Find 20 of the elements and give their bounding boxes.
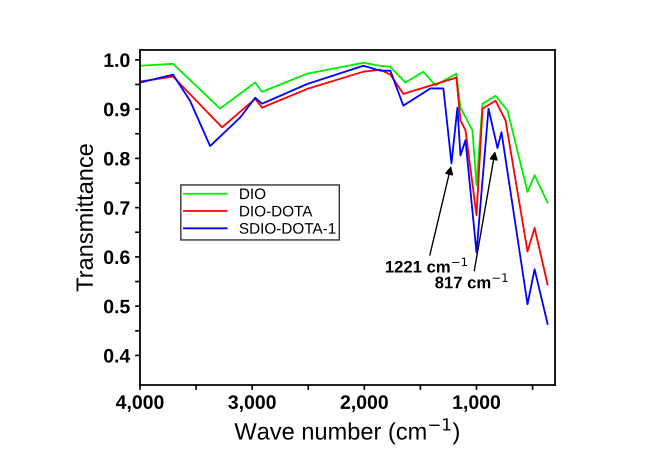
- x-tick-label: 1,000: [453, 395, 500, 412]
- y-axis-title: Transmittance: [76, 144, 94, 292]
- x-tick-label: 4,000: [116, 395, 164, 412]
- annotation: 817 cm$^{−1}$: [435, 273, 508, 288]
- line-series: [140, 64, 548, 325]
- y-tick-label: 0.5: [104, 300, 130, 314]
- y-tick-label: 1.0: [104, 53, 130, 68]
- x-tick-label: 2,000: [340, 395, 388, 412]
- legend-label: DIO: [240, 188, 266, 200]
- x-tick-label: 3,000: [228, 395, 276, 412]
- x-axis-title: Wave number (cm$^{−1}$): [234, 418, 459, 444]
- y-tick-label: 0.8: [104, 152, 130, 166]
- y-tick-label: 0.6: [104, 250, 130, 264]
- legend-label: SDIO-DOTA-1: [240, 222, 336, 234]
- y-tick-label: 0.9: [104, 102, 130, 116]
- annotation: 1221 cm$^{−1}$: [386, 258, 467, 273]
- y-tick-label: 0.4: [104, 348, 130, 363]
- line-series: [140, 62, 548, 204]
- y-tick-label: 0.7: [104, 201, 130, 215]
- legend-label: DIO-DOTA: [240, 206, 312, 217]
